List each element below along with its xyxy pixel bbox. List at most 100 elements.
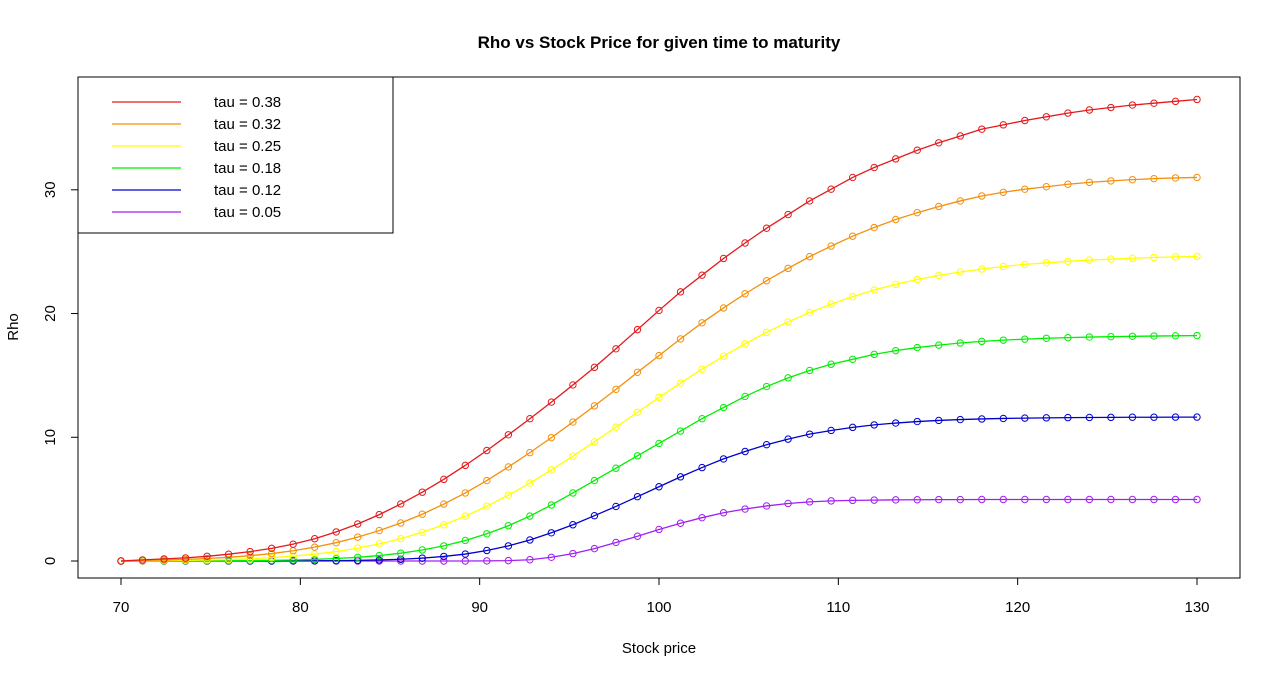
data-point (633, 368, 642, 377)
series-tau-0-12 (117, 413, 1201, 565)
data-point (332, 538, 340, 547)
x-tick-label: 70 (113, 599, 130, 616)
data-point (1128, 101, 1137, 109)
data-point (913, 146, 921, 154)
data-point (375, 526, 383, 535)
series-line (121, 334, 1198, 562)
data-point (1085, 333, 1094, 341)
data-point (203, 552, 211, 560)
data-point (569, 452, 577, 460)
legend-label: tau = 0.12 (214, 182, 281, 199)
data-point (805, 197, 814, 205)
x-tick-label: 130 (1184, 599, 1209, 616)
data-point (892, 280, 900, 289)
data-point (784, 374, 792, 382)
y-tick-label: 30 (42, 181, 59, 198)
data-point (1193, 95, 1201, 104)
data-point (633, 325, 642, 334)
data-point (246, 547, 254, 556)
data-point (354, 533, 362, 541)
data-point (440, 542, 448, 550)
data-point (160, 555, 168, 563)
data-point (956, 495, 964, 504)
data-point (289, 540, 297, 548)
data-point (741, 505, 749, 513)
data-point (354, 544, 362, 552)
data-point (569, 521, 577, 529)
data-point (870, 223, 878, 232)
data-point (1150, 253, 1158, 262)
data-point (1064, 180, 1072, 188)
data-point (612, 464, 620, 472)
data-point (1021, 260, 1029, 269)
data-point (569, 381, 577, 389)
data-point (1085, 495, 1094, 504)
data-point (418, 546, 426, 554)
data-point (633, 408, 642, 416)
y-tick-label: 20 (42, 305, 59, 322)
data-point (440, 475, 448, 484)
data-point (1107, 103, 1115, 112)
data-point (676, 427, 685, 435)
data-point (526, 479, 534, 487)
legend-label: tau = 0.38 (214, 94, 281, 111)
y-tick-label: 0 (42, 557, 59, 565)
data-point (913, 496, 921, 504)
data-point (956, 197, 964, 205)
data-point (999, 188, 1008, 196)
data-point (375, 551, 383, 560)
data-point (612, 538, 620, 547)
data-point (397, 534, 405, 543)
x-tick-label: 110 (826, 599, 850, 616)
data-point (397, 519, 405, 527)
data-point (1171, 97, 1180, 106)
data-point (655, 393, 663, 402)
data-point (935, 139, 943, 147)
data-point (1150, 99, 1158, 107)
data-point (1193, 173, 1201, 182)
data-point (332, 547, 340, 556)
data-point (332, 528, 340, 536)
data-point (375, 540, 383, 548)
data-point (698, 365, 706, 373)
data-point (935, 202, 943, 211)
data-point (440, 500, 448, 508)
data-point (1150, 332, 1158, 340)
data-point (1107, 413, 1115, 422)
data-point (461, 550, 470, 558)
data-point (999, 121, 1008, 129)
data-point (332, 554, 340, 563)
data-point (655, 483, 663, 491)
data-point (784, 435, 792, 443)
data-point (1042, 113, 1051, 121)
data-point (741, 447, 749, 456)
data-point (461, 512, 470, 520)
data-point (676, 288, 685, 296)
data-point (870, 350, 878, 359)
data-point (978, 192, 986, 200)
data-point (784, 210, 792, 219)
data-point (999, 262, 1008, 271)
data-point (805, 252, 814, 261)
data-point (590, 363, 599, 372)
data-point (1085, 256, 1094, 264)
data-point (375, 556, 383, 564)
data-point (1021, 185, 1029, 193)
series-tau-0-38 (117, 95, 1201, 565)
data-point (547, 398, 556, 406)
data-point (461, 557, 470, 565)
data-point (1193, 413, 1201, 421)
data-point (590, 544, 599, 553)
data-point (892, 346, 900, 355)
data-point (913, 208, 921, 217)
series-tau-0-18 (117, 331, 1201, 565)
data-point (935, 416, 943, 425)
data-point (310, 535, 319, 543)
data-point (1021, 116, 1029, 125)
data-point (1128, 332, 1137, 340)
data-point (483, 530, 491, 538)
data-point (504, 542, 513, 550)
data-point (246, 551, 254, 560)
data-point (719, 509, 728, 517)
data-point (784, 499, 792, 508)
